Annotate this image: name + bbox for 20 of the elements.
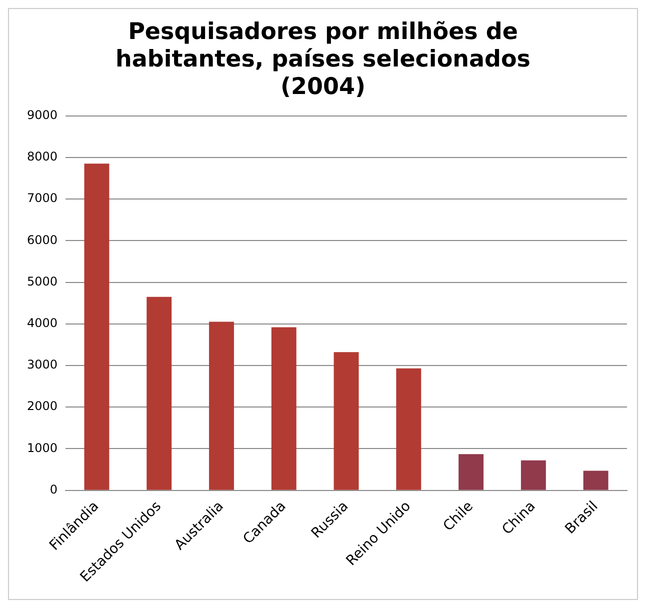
y-tick-label: 3000 (26, 358, 58, 372)
bar (520, 460, 546, 490)
y-tick-label: 8000 (26, 150, 58, 164)
bar (271, 327, 296, 490)
bar (458, 454, 484, 490)
y-tick-label: 2000 (26, 399, 58, 414)
bar (146, 296, 172, 490)
y-tick-label: 5000 (26, 274, 58, 288)
y-tick-label: 9000 (26, 108, 58, 122)
y-tick-label: 1000 (26, 440, 58, 455)
y-tick-label: 7000 (26, 191, 58, 206)
bar (583, 470, 608, 490)
y-tick-label: 4000 (26, 316, 58, 330)
bar (209, 322, 234, 490)
bar (334, 352, 359, 490)
y-tick-label: 0 (50, 482, 58, 496)
bar (396, 368, 422, 490)
y-tick-label: 6000 (26, 232, 58, 247)
bar (84, 164, 110, 490)
chart-title: Pesquisadores por milhões de habitantes, países selecionados (2004) (116, 18, 530, 100)
